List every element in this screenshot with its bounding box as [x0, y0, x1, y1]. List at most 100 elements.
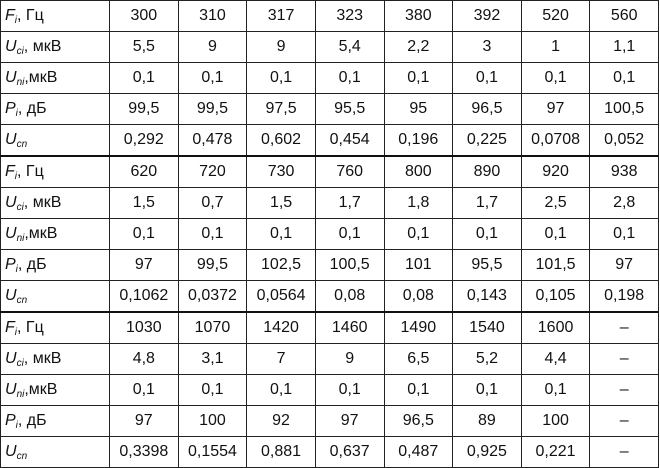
- table-cell: 0,602: [246, 124, 316, 157]
- label-subscript: ci: [16, 201, 24, 213]
- label-subscript: cn: [16, 450, 28, 462]
- table-cell: 0,08: [314, 280, 385, 313]
- table-cell: 0,1: [383, 62, 454, 94]
- label-subscript: ni: [16, 388, 25, 400]
- label-subscript: i: [15, 263, 18, 275]
- label-symbol: U: [5, 349, 17, 367]
- label-subscript: i: [14, 326, 18, 338]
- label-unit: , Гц: [17, 318, 44, 336]
- table-cell: 0,221: [520, 436, 591, 468]
- table-cell: 0,637: [314, 436, 385, 468]
- table-cell: 0,1: [109, 374, 179, 406]
- table-cell: 1,5: [109, 187, 179, 219]
- table-cell: 938: [589, 155, 659, 188]
- label-unit: , мкВ: [23, 349, 62, 367]
- table-cell: 96,5: [452, 93, 522, 125]
- table-cell: 380: [383, 0, 454, 32]
- table-cell: 5,5: [109, 31, 179, 63]
- table-cell: 5,2: [452, 343, 522, 375]
- table-cell: 0,1: [452, 62, 522, 94]
- label-unit: , дБ: [17, 411, 47, 429]
- table-cell: 3: [452, 31, 522, 63]
- table-cell: 1070: [177, 311, 248, 344]
- table-cell: 0,0372: [177, 280, 248, 313]
- table-cell: 1,7: [314, 187, 385, 219]
- table-cell: 0,0564: [246, 280, 316, 313]
- table-cell: 0,3398: [109, 436, 179, 468]
- table-cell: 97: [314, 405, 385, 437]
- table-cell: 323: [314, 0, 385, 32]
- label-subscript: i: [14, 170, 18, 182]
- table-row: Uni,мкВ 0,1 0,1 0,1 0,1 0,1 0,1 0,1–: [0, 374, 659, 406]
- label-subscript: ci: [16, 45, 24, 57]
- table-cell: 0,1: [383, 218, 454, 250]
- table-cell: 0,454: [314, 124, 385, 157]
- table-cell: 4,8: [109, 343, 179, 375]
- label-symbol: F: [5, 318, 15, 336]
- table-row: Uni,мкВ 0,1 0,1 0,1 0,1 0,1 0,1 0,1 0,1: [0, 218, 659, 250]
- table-cell: –: [589, 405, 659, 437]
- label-subscript: ni: [16, 232, 25, 244]
- label-unit: , Гц: [17, 6, 44, 24]
- table-cell: 9: [177, 31, 248, 63]
- label-symbol: P: [5, 99, 16, 117]
- table-cell: 0,1: [314, 218, 385, 250]
- table-cell: 92: [246, 405, 316, 437]
- table-cell: 1,1: [589, 31, 659, 63]
- table-cell: 9: [314, 343, 385, 375]
- table-cell: 1,8: [383, 187, 454, 219]
- table-cell: 99,5: [109, 93, 179, 125]
- table-cell: 6,5: [383, 343, 454, 375]
- table-cell: 1490: [383, 311, 454, 344]
- label-unit: ,мкВ: [24, 68, 58, 86]
- table-cell: 100,5: [589, 93, 659, 125]
- table-cell: 300: [109, 0, 179, 32]
- table-cell: 97: [589, 249, 659, 281]
- table-cell: 100: [520, 405, 591, 437]
- table-cell: 0,1: [246, 218, 316, 250]
- table-cell: 5,4: [314, 31, 385, 63]
- table-row: Pi, дБ 99,5 99,5 97,5 95,5 95 96,5 97 100,5: [0, 93, 659, 125]
- table-cell: 0,052: [589, 124, 659, 157]
- table-row: Ucn 0,292 0,478 0,602 0,454 0,196 0,225 0,0708 0…: [0, 124, 659, 157]
- table-cell: 1460: [314, 311, 385, 344]
- table-cell: 520: [520, 0, 591, 32]
- table-cell: 560: [589, 0, 659, 32]
- table-cell: 0,1: [177, 218, 248, 250]
- label-symbol: U: [5, 380, 17, 398]
- table-row: Uni,мкВ 0,1 0,1 0,1 0,1 0,1 0,1 0,1 0,1: [0, 62, 659, 94]
- table-cell: 0,478: [177, 124, 248, 157]
- table-cell: 1030: [109, 311, 179, 344]
- label-symbol: U: [5, 193, 17, 211]
- table-cell: 97: [109, 249, 179, 281]
- table-cell: 0,225: [452, 124, 522, 157]
- table-cell: 0,1: [383, 374, 454, 406]
- table-cell: 620: [109, 155, 179, 188]
- table-cell: 100: [177, 405, 248, 437]
- table-cell: 1,7: [452, 187, 522, 219]
- table-row: Fi, Гц 620 720 730 760 800 890 920 938: [0, 155, 659, 188]
- label-subscript: cn: [16, 294, 28, 306]
- label-subscript: i: [15, 107, 18, 119]
- row-label: Uci, мкВ: [0, 187, 110, 219]
- table-cell: 100,5: [314, 249, 385, 281]
- label-subscript: cn: [16, 138, 28, 150]
- table-cell: 0,1: [314, 62, 385, 94]
- table-cell: 1: [520, 31, 591, 63]
- label-subscript: i: [14, 14, 18, 26]
- table-cell: 99,5: [177, 249, 248, 281]
- table-cell: 95: [383, 93, 454, 125]
- row-label: Pi, дБ: [0, 93, 110, 125]
- table-cell: 800: [383, 155, 454, 188]
- table-cell: 0,1: [246, 374, 316, 406]
- label-symbol: U: [5, 37, 17, 55]
- row-label: Uci, мкВ: [0, 343, 110, 375]
- label-unit: ,мкВ: [24, 224, 58, 242]
- row-label: Ucn: [0, 436, 110, 468]
- table-cell: 0,08: [383, 280, 454, 313]
- table-cell: 0,143: [452, 280, 522, 313]
- table-cell: 0,1: [520, 62, 591, 94]
- table-cell: 0,198: [589, 280, 659, 313]
- table-row: Pi, дБ 97 100 92 97 96,5 89 100–: [0, 405, 659, 437]
